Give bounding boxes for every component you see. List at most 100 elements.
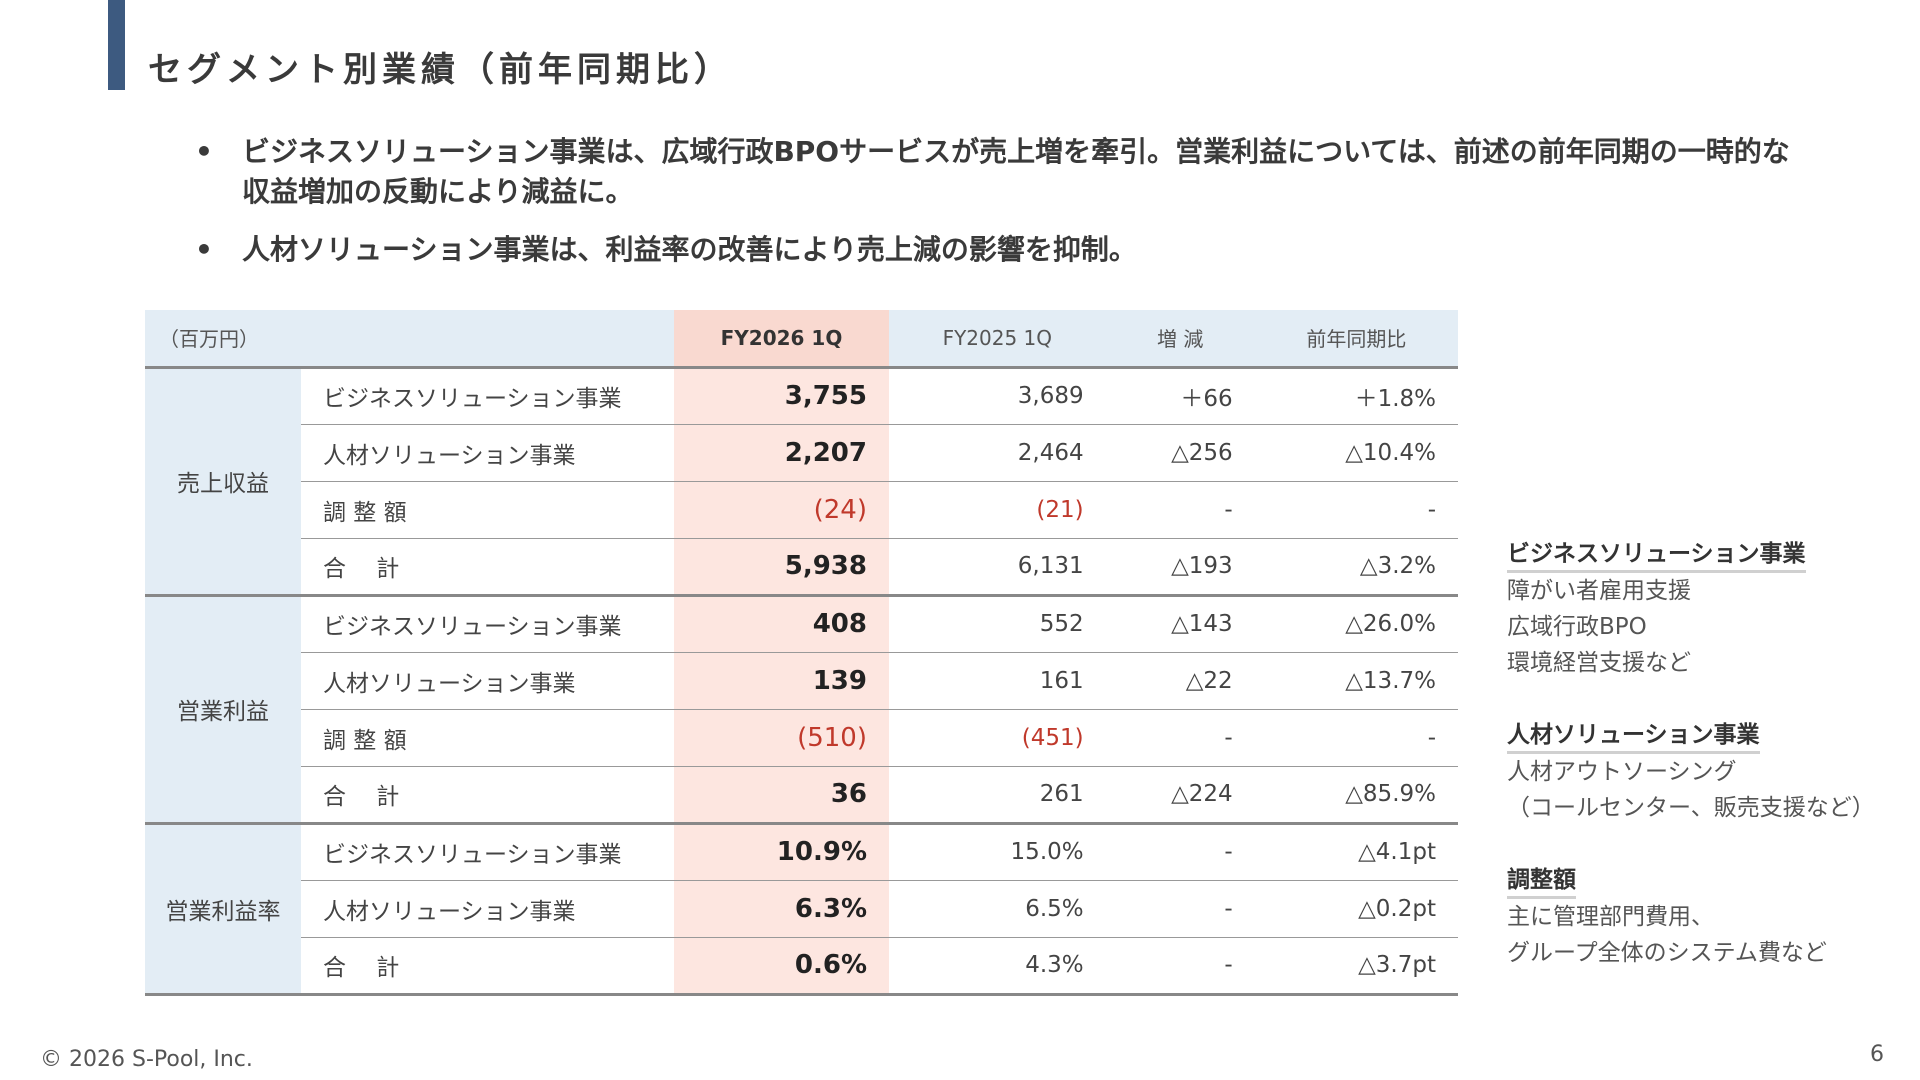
table-row: 人材ソリューション事業 139 161 △22 △13.7%	[145, 652, 1458, 710]
segment-note-line: 環境経営支援など	[1507, 650, 1691, 676]
value-fy2026: 6.3%	[674, 880, 889, 938]
value-change: -	[1105, 481, 1255, 539]
summary-bullets: • ビジネスソリューション事業は、広域行政BPOサービスが売上増を牽引。営業利益に…	[195, 132, 1815, 288]
value-yoy: △10.4%	[1254, 424, 1458, 482]
header-yoy: 前年同期比	[1254, 310, 1458, 369]
value-fy2025: 4.3%	[889, 937, 1106, 996]
value-fy2026: 2,207	[674, 424, 889, 482]
value-fy2025: 15.0%	[889, 823, 1106, 881]
value-fy2026: 5,938	[674, 538, 889, 597]
table-row: 売上収益 ビジネスソリューション事業 3,755 3,689 ＋66 ＋1.8%	[145, 367, 1458, 597]
value-fy2025: (451)	[889, 709, 1106, 767]
value-change: △224	[1105, 766, 1255, 825]
table-row: 人材ソリューション事業 6.3% 6.5% - △0.2pt	[145, 880, 1458, 938]
value-change: △143	[1105, 595, 1255, 653]
segment-note-heading: 人材ソリューション事業	[1507, 719, 1760, 754]
value-fy2025: (21)	[889, 481, 1106, 539]
value-fy2025: 3,689	[889, 367, 1106, 425]
value-change: △22	[1105, 652, 1255, 710]
value-fy2026: 10.9%	[674, 823, 889, 881]
unit-label: （百万円）	[145, 310, 674, 369]
value-change: -	[1105, 880, 1255, 938]
value-fy2025: 261	[889, 766, 1106, 825]
value-fy2025: 552	[889, 595, 1106, 653]
segment-note-line: （コールセンター、販売支援など）	[1507, 795, 1875, 821]
category-cell: 売上収益	[145, 367, 301, 597]
segment-note-line: 広域行政BPO	[1507, 614, 1647, 640]
segment-note: 調整額主に管理部門費用、グループ全体のシステム費など	[1507, 862, 1875, 971]
table-row: 合 計 36 261 △224 △85.9%	[145, 766, 1458, 825]
segment-note-heading: ビジネスソリューション事業	[1507, 538, 1806, 573]
row-label: ビジネスソリューション事業	[301, 823, 674, 881]
value-fy2026: 408	[674, 595, 889, 653]
header-change: 増 減	[1105, 310, 1255, 369]
table-row: 調 整 額 (24) (21) - -	[145, 481, 1458, 539]
segment-note: 人材ソリューション事業人材アウトソーシング （コールセンター、販売支援など）	[1507, 717, 1875, 826]
table-row: 営業利益率 ビジネスソリューション事業 10.9% 15.0% - △4.1pt	[145, 823, 1458, 996]
copyright: © 2026 S-Pool, Inc.	[40, 1047, 253, 1072]
row-label: 合 計	[301, 766, 674, 825]
bullet-text: 人材ソリューション事業は、利益率の改善により売上減の影響を抑制。	[242, 233, 1137, 266]
segment-note-line: グループ全体のシステム費など	[1507, 940, 1827, 966]
segment-results-table: （百万円） FY2026 1Q FY2025 1Q 増 減 前年同期比 売上収益…	[145, 310, 1458, 996]
table-row: 人材ソリューション事業 2,207 2,464 △256 △10.4%	[145, 424, 1458, 482]
value-change: △193	[1105, 538, 1255, 597]
value-fy2026: 3,755	[674, 367, 889, 425]
row-label: ビジネスソリューション事業	[301, 595, 674, 653]
page-number: 6	[1870, 1042, 1884, 1067]
category-cell: 営業利益	[145, 595, 301, 825]
row-label: 人材ソリューション事業	[301, 880, 674, 938]
bullet-text: ビジネスソリューション事業は、広域行政BPOサービスが売上増を牽引。営業利益につ…	[242, 135, 1790, 208]
value-yoy: △3.2%	[1254, 538, 1458, 597]
header-fy2025: FY2025 1Q	[889, 310, 1106, 369]
row-label: ビジネスソリューション事業	[301, 367, 674, 425]
value-yoy: △13.7%	[1254, 652, 1458, 710]
value-yoy: -	[1254, 481, 1458, 539]
table-row: 営業利益 ビジネスソリューション事業 408 552 △143 △26.0%	[145, 595, 1458, 825]
value-yoy: △3.7pt	[1254, 937, 1458, 996]
table-header-row: （百万円） FY2026 1Q FY2025 1Q 増 減 前年同期比	[145, 310, 1458, 369]
segment-note-line: 障がい者雇用支援	[1507, 578, 1691, 604]
value-change: -	[1105, 823, 1255, 881]
value-fy2025: 6,131	[889, 538, 1106, 597]
bullet-item: • ビジネスソリューション事業は、広域行政BPOサービスが売上増を牽引。営業利益に…	[195, 132, 1815, 212]
row-label: 合 計	[301, 538, 674, 597]
value-change: -	[1105, 937, 1255, 996]
row-label: 調 整 額	[301, 709, 674, 767]
value-change: ＋66	[1105, 367, 1255, 425]
value-yoy: ＋1.8%	[1254, 367, 1458, 425]
value-yoy: △0.2pt	[1254, 880, 1458, 938]
row-label: 合 計	[301, 937, 674, 996]
value-change: -	[1105, 709, 1255, 767]
value-fy2026: (24)	[674, 481, 889, 539]
row-label: 人材ソリューション事業	[301, 652, 674, 710]
page-title: セグメント別業績（前年同期比）	[148, 50, 733, 90]
value-yoy: △4.1pt	[1254, 823, 1458, 881]
value-fy2026: 139	[674, 652, 889, 710]
value-fy2025: 2,464	[889, 424, 1106, 482]
value-fy2025: 6.5%	[889, 880, 1106, 938]
value-fy2026: 0.6%	[674, 937, 889, 996]
segment-note-heading: 調整額	[1507, 864, 1576, 899]
header-fy2026: FY2026 1Q	[674, 310, 889, 369]
value-yoy: △26.0%	[1254, 595, 1458, 653]
value-fy2026: 36	[674, 766, 889, 825]
bullet-dot-icon: •	[195, 233, 213, 266]
segment-descriptions: ビジネスソリューション事業障がい者雇用支援 広域行政BPO 環境経営支援など人材ソリ…	[1507, 536, 1875, 1007]
title-accent-bar	[108, 0, 125, 90]
row-label: 調 整 額	[301, 481, 674, 539]
row-label: 人材ソリューション事業	[301, 424, 674, 482]
table-row: 合 計 5,938 6,131 △193 △3.2%	[145, 538, 1458, 597]
segment-note: ビジネスソリューション事業障がい者雇用支援 広域行政BPO 環境経営支援など	[1507, 536, 1875, 681]
table-row: 調 整 額 (510) (451) - -	[145, 709, 1458, 767]
value-fy2025: 161	[889, 652, 1106, 710]
bullet-item: • 人材ソリューション事業は、利益率の改善により売上減の影響を抑制。	[195, 230, 1815, 270]
bullet-dot-icon: •	[195, 135, 213, 168]
table-row: 合 計 0.6% 4.3% - △3.7pt	[145, 937, 1458, 996]
value-yoy: △85.9%	[1254, 766, 1458, 825]
value-fy2026: (510)	[674, 709, 889, 767]
segment-note-line: 主に管理部門費用、	[1507, 904, 1714, 930]
segment-note-line: 人材アウトソーシング	[1507, 759, 1737, 785]
category-cell: 営業利益率	[145, 823, 301, 996]
value-yoy: -	[1254, 709, 1458, 767]
